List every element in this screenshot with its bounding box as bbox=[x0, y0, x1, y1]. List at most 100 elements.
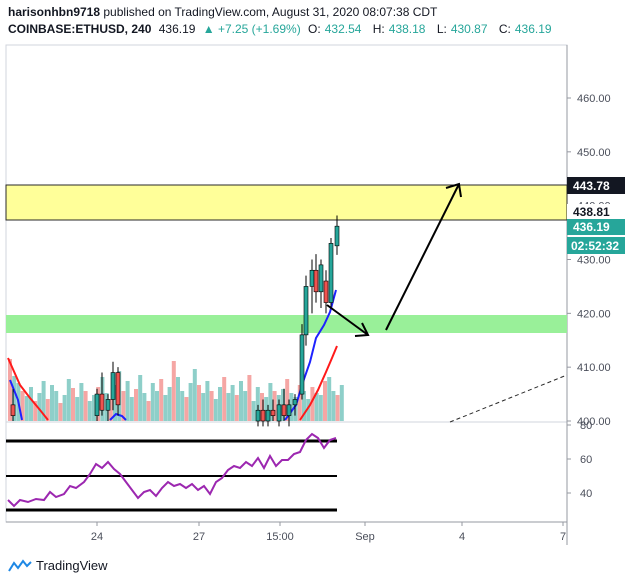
volume-bar bbox=[192, 369, 197, 421]
candle-body[interactable] bbox=[334, 225, 340, 247]
publisher-name[interactable]: harisonhbn9718 bbox=[8, 5, 101, 19]
last-price-text: 436.19 bbox=[573, 220, 610, 234]
volume-bar bbox=[197, 385, 201, 421]
candlestick-series[interactable] bbox=[10, 215, 340, 427]
volume-bar bbox=[234, 395, 239, 421]
volume-bar bbox=[20, 391, 25, 421]
ma-blue-left bbox=[9, 379, 23, 421]
high-price-text: 438.81 bbox=[573, 205, 610, 219]
candle-body[interactable] bbox=[318, 264, 324, 293]
volume-bar bbox=[163, 395, 168, 421]
last-price: 436.19 bbox=[158, 22, 196, 36]
candle-body[interactable] bbox=[265, 409, 271, 422]
candle-body[interactable] bbox=[255, 409, 261, 422]
price-pane-border bbox=[5, 44, 568, 423]
low-value: 430.87 bbox=[450, 22, 488, 36]
volume-bar bbox=[159, 379, 164, 421]
volume-bar bbox=[243, 391, 248, 421]
price-tick-label: 460.00 bbox=[577, 93, 611, 105]
volume-bar bbox=[314, 393, 319, 421]
candle-body[interactable] bbox=[328, 243, 334, 303]
projection-arrows[interactable] bbox=[326, 182, 462, 337]
volume-bar bbox=[113, 385, 117, 421]
price-tags: 443.78 438.81 436.19 02:52:32 bbox=[567, 177, 625, 254]
ma-red-left bbox=[7, 357, 49, 421]
volume-bar bbox=[302, 391, 306, 421]
volume-bar bbox=[167, 387, 172, 421]
candle-body[interactable] bbox=[270, 409, 276, 416]
volume-bar bbox=[79, 383, 84, 421]
candle-body[interactable] bbox=[115, 372, 121, 406]
volume-bar bbox=[171, 361, 176, 421]
candle-body[interactable] bbox=[309, 269, 315, 287]
volume-bar bbox=[323, 381, 327, 421]
candle-body[interactable] bbox=[94, 393, 100, 416]
candle-body[interactable] bbox=[303, 286, 309, 336]
candle-body[interactable] bbox=[299, 334, 305, 395]
tradingview-brand: TradingView bbox=[36, 558, 108, 573]
resistance-zone[interactable] bbox=[5, 184, 568, 221]
volume-bar bbox=[289, 393, 294, 421]
volume-bar bbox=[285, 379, 290, 421]
candle-body[interactable] bbox=[323, 280, 329, 303]
published-text: published on TradingView.com, August 31,… bbox=[103, 5, 438, 19]
volume-bar bbox=[230, 385, 235, 421]
open-value: 432.54 bbox=[324, 22, 362, 36]
volume-bar bbox=[176, 377, 180, 421]
time-axis-ticks: 24 27 15:00 Sep 4 7 bbox=[91, 522, 566, 543]
volume-bar bbox=[129, 397, 134, 421]
support-zone[interactable] bbox=[6, 315, 567, 333]
candle-body[interactable] bbox=[99, 393, 105, 411]
volume-bar bbox=[264, 397, 269, 421]
volume-bar bbox=[41, 381, 46, 421]
volume-bar bbox=[260, 393, 264, 421]
volume-bar bbox=[239, 381, 243, 421]
arrow-down-line[interactable] bbox=[326, 304, 369, 336]
arrow-up-line[interactable] bbox=[385, 183, 460, 331]
ma-blue-mid bbox=[109, 412, 127, 421]
open-label: O: bbox=[308, 22, 321, 36]
volume-bar bbox=[247, 375, 252, 421]
candle-body[interactable] bbox=[292, 399, 298, 406]
volume-bar bbox=[306, 399, 311, 421]
price-tick-label: 410.00 bbox=[577, 362, 611, 374]
volume-bar bbox=[310, 387, 315, 421]
volume-bar bbox=[33, 401, 38, 421]
candle-body[interactable] bbox=[286, 404, 292, 416]
candle-body[interactable] bbox=[260, 409, 266, 422]
candle-body[interactable] bbox=[105, 399, 111, 411]
dashed-trendline[interactable] bbox=[449, 374, 568, 423]
candle-body[interactable] bbox=[276, 404, 282, 422]
volume-bar bbox=[293, 397, 298, 421]
volume-bar bbox=[184, 397, 189, 421]
volume-bar bbox=[213, 399, 218, 421]
low-label: L: bbox=[436, 22, 447, 36]
candle-body[interactable] bbox=[10, 404, 16, 416]
volume-bar bbox=[297, 385, 302, 421]
chart-header: harisonhbn9718 published on TradingView.… bbox=[8, 4, 638, 38]
resistance-price-tag bbox=[567, 177, 625, 194]
high-price-tag bbox=[567, 204, 625, 219]
candle-body[interactable] bbox=[110, 372, 116, 400]
high-label: H: bbox=[372, 22, 385, 36]
volume-bar bbox=[142, 393, 147, 421]
volume-bar bbox=[83, 391, 88, 421]
volume-bar bbox=[331, 391, 336, 421]
candle-body[interactable] bbox=[281, 404, 287, 416]
volume-bar bbox=[251, 401, 256, 421]
tradingview-logo-icon bbox=[8, 558, 32, 572]
ohlc-legend: COINBASE:ETHUSD, 240 436.19 ▲ +7.25 (+1.… bbox=[8, 21, 638, 38]
tradingview-footer[interactable]: TradingView bbox=[8, 558, 108, 573]
high-value: 438.18 bbox=[388, 22, 426, 36]
volume-bar bbox=[50, 385, 54, 421]
volume-bar bbox=[335, 395, 340, 421]
time-tick-label: 24 bbox=[91, 531, 103, 543]
volume-bar bbox=[226, 393, 231, 421]
volume-bar bbox=[218, 387, 222, 421]
volume-bar bbox=[205, 381, 210, 421]
candle-body[interactable] bbox=[313, 269, 319, 293]
volume-bar bbox=[37, 393, 42, 421]
rsi-line bbox=[7, 432, 337, 508]
close-value: 436.19 bbox=[514, 22, 552, 36]
